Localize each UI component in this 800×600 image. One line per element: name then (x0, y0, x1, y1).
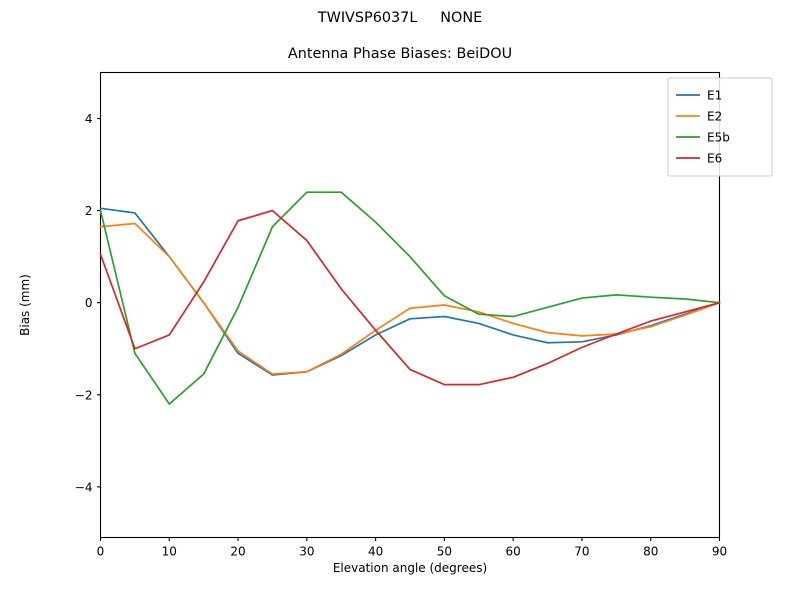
y-axis-ticks: −4 −2 0 2 4 (75, 112, 101, 494)
series-line-e1 (99, 207, 721, 376)
x-axis-ticks: 0 10 20 30 40 50 60 70 80 90 (97, 537, 727, 559)
series-line-e6 (99, 209, 721, 386)
x-tick-label: 20 (230, 545, 245, 559)
data-series-group (99, 191, 721, 405)
x-tick-label: 90 (712, 545, 727, 559)
y-tick-label: 4 (85, 112, 93, 126)
x-tick-label: 30 (299, 545, 314, 559)
axes-frame (99, 71, 721, 539)
legend-frame (667, 77, 773, 177)
x-tick-label: 70 (574, 545, 589, 559)
y-axis-label: Bias (mm) (18, 274, 32, 336)
x-tick-label: 80 (643, 545, 658, 559)
y-tick-label: −4 (75, 480, 93, 494)
legend-label-e6: E6 (707, 152, 722, 166)
chart-legend[interactable]: E1 E2 E5b E6 (667, 77, 773, 177)
x-tick-label: 0 (97, 545, 105, 559)
y-tick-label: 2 (85, 204, 93, 218)
series-line-e5b (99, 191, 721, 405)
axes-title: Antenna Phase Biases: BeiDOU (287, 46, 513, 62)
x-tick-label: 60 (506, 545, 521, 559)
x-tick-label: 40 (368, 545, 383, 559)
legend-label-e2: E2 (707, 110, 722, 124)
y-tick-label: 0 (85, 296, 93, 310)
x-tick-label: 50 (437, 545, 452, 559)
legend-label-e5b: E5b (707, 131, 730, 145)
y-tick-label: −2 (75, 388, 93, 402)
x-tick-label: 10 (162, 545, 177, 559)
figure-suptitle: TWIVSP6037L NONE (317, 10, 483, 26)
x-axis-label: Elevation angle (degrees) (333, 561, 487, 575)
legend-label-e1: E1 (707, 89, 722, 103)
